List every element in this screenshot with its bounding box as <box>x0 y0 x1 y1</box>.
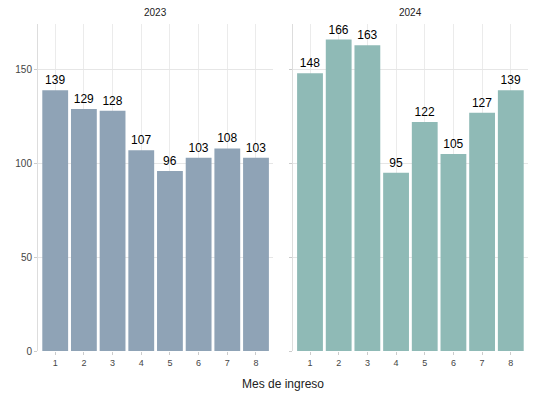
svg-text:96: 96 <box>163 154 177 168</box>
svg-text:0: 0 <box>26 346 32 357</box>
svg-text:139: 139 <box>45 73 65 87</box>
svg-text:1: 1 <box>308 358 313 368</box>
svg-text:50: 50 <box>21 252 33 263</box>
svg-text:129: 129 <box>74 92 94 106</box>
svg-text:103: 103 <box>188 141 208 155</box>
svg-text:4: 4 <box>394 358 399 368</box>
svg-text:8: 8 <box>253 358 258 368</box>
svg-text:166: 166 <box>329 23 349 37</box>
svg-text:95: 95 <box>389 156 403 170</box>
svg-text:3: 3 <box>365 358 370 368</box>
svg-text:2: 2 <box>336 358 341 368</box>
svg-text:100: 100 <box>15 158 32 169</box>
svg-text:122: 122 <box>415 105 435 119</box>
svg-text:7: 7 <box>480 358 485 368</box>
svg-text:108: 108 <box>217 131 237 145</box>
svg-text:139: 139 <box>501 73 521 87</box>
svg-text:148: 148 <box>300 56 320 70</box>
svg-text:3: 3 <box>110 358 115 368</box>
svg-text:2: 2 <box>81 358 86 368</box>
svg-text:5: 5 <box>167 358 172 368</box>
svg-text:103: 103 <box>246 141 266 155</box>
svg-text:Mes de ingreso: Mes de ingreso <box>242 377 324 391</box>
svg-text:7: 7 <box>225 358 230 368</box>
svg-text:127: 127 <box>472 96 492 110</box>
svg-text:5: 5 <box>422 358 427 368</box>
svg-text:163: 163 <box>357 28 377 42</box>
svg-text:4: 4 <box>139 358 144 368</box>
svg-text:105: 105 <box>443 137 463 151</box>
svg-text:6: 6 <box>196 358 201 368</box>
svg-text:2024: 2024 <box>399 7 422 18</box>
svg-text:2023: 2023 <box>144 7 167 18</box>
svg-text:8: 8 <box>508 358 513 368</box>
svg-text:150: 150 <box>15 64 32 75</box>
svg-text:128: 128 <box>102 94 122 108</box>
svg-text:107: 107 <box>131 133 151 147</box>
svg-text:6: 6 <box>451 358 456 368</box>
svg-text:1: 1 <box>53 358 58 368</box>
